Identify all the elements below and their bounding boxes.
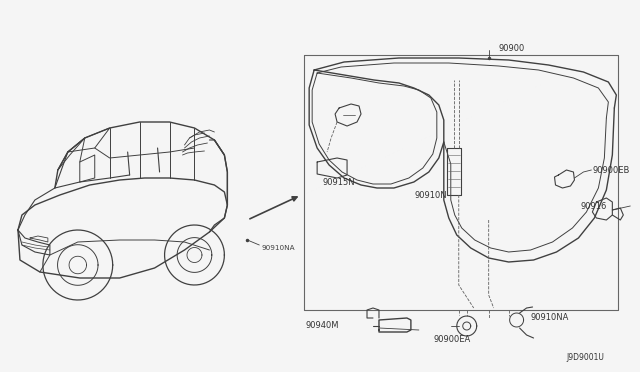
Text: 90900: 90900 [499, 44, 525, 52]
Text: 90916: 90916 [580, 202, 607, 211]
Text: 90910N: 90910N [415, 190, 447, 199]
Text: 90940M: 90940M [305, 321, 339, 330]
Text: 90900EA: 90900EA [433, 336, 470, 344]
Text: 90910NA: 90910NA [531, 314, 569, 323]
Text: J9D9001U: J9D9001U [566, 353, 604, 362]
Text: 90900EB: 90900EB [593, 166, 630, 174]
Text: 90910NA: 90910NA [261, 245, 295, 251]
Text: 90915N: 90915N [322, 177, 355, 186]
